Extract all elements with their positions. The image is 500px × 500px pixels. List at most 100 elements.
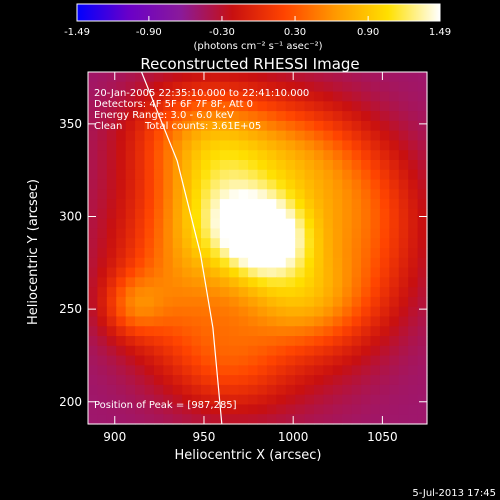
heatmap-cell (266, 91, 277, 102)
heatmap-cell (210, 199, 221, 210)
heatmap-cell (172, 208, 183, 220)
heatmap-cell (361, 306, 372, 318)
heatmap-cell (182, 228, 193, 239)
heatmap-cell (106, 375, 117, 386)
heatmap-cell (351, 130, 362, 142)
heatmap-cell (332, 277, 343, 288)
heatmap-cell (398, 365, 409, 376)
heatmap-cell (351, 355, 362, 366)
heatmap-cell (276, 208, 287, 220)
x-tick-label: 900 (103, 430, 126, 444)
heatmap-cell (172, 120, 183, 132)
heatmap-cell (219, 208, 230, 220)
heatmap-cell (398, 150, 409, 161)
heatmap-cell (163, 414, 174, 425)
heatmap-cell (398, 120, 409, 132)
heatmap-cell (389, 179, 400, 190)
heatmap-cell (323, 228, 334, 239)
heatmap-cell (417, 91, 428, 102)
heatmap-cell (191, 91, 202, 102)
heatmap-cell (417, 111, 428, 122)
heatmap-cell (116, 238, 127, 249)
heatmap-cell (389, 355, 400, 366)
heatmap-cell (370, 120, 381, 132)
heatmap-cell (191, 130, 202, 142)
heatmap-cell (266, 394, 277, 406)
heatmap-cell (116, 160, 127, 171)
heatmap-cell (257, 365, 268, 376)
heatmap-cell (163, 189, 174, 200)
heatmap-cell (172, 384, 183, 396)
heatmap-cell (219, 326, 230, 337)
heatmap-cell (135, 91, 146, 102)
heatmap-cell (116, 130, 127, 142)
plot-frame (87, 71, 428, 425)
heatmap-cell (172, 316, 183, 327)
heatmap-cell (323, 257, 334, 269)
heatmap-cell (332, 72, 343, 83)
heatmap-cell (370, 169, 381, 181)
heatmap-cell (229, 375, 240, 386)
heatmap-cell (201, 238, 212, 249)
heatmap-cell (229, 199, 240, 210)
heatmap-cell (295, 140, 306, 151)
heatmap-cell (342, 218, 353, 230)
heatmap-cell (219, 228, 230, 239)
heatmap-cell (248, 120, 259, 132)
heatmap-cell (332, 111, 343, 122)
heatmap-cell (116, 326, 127, 337)
heatmap-cell (314, 101, 325, 112)
heatmap-cell (351, 120, 362, 132)
heatmap-cell (257, 150, 268, 161)
heatmap-cell (314, 384, 325, 396)
heatmap-cell (398, 179, 409, 190)
heatmap-cell (191, 267, 202, 278)
heatmap-cell (342, 296, 353, 308)
heatmap-cell (389, 345, 400, 357)
heatmap-cell (408, 91, 419, 102)
axis-ticks (88, 72, 427, 424)
heatmap-cell (276, 306, 287, 318)
heatmap-cell (408, 81, 419, 93)
heatmap-cell (389, 169, 400, 181)
heatmap-cell (276, 336, 287, 347)
heatmap-cell (370, 375, 381, 386)
heatmap-cell (248, 160, 259, 171)
heatmap-cell (210, 169, 221, 181)
heatmap-cell (276, 394, 287, 406)
heatmap-cell (285, 287, 296, 298)
heatmap-cell (172, 306, 183, 318)
heatmap-cell (248, 130, 259, 142)
heatmap-cell (370, 384, 381, 396)
heatmap-cell (379, 81, 390, 93)
heatmap-cell (135, 150, 146, 161)
heatmap-cell (398, 199, 409, 210)
heatmap-cell (417, 316, 428, 327)
heatmap-cell (125, 296, 136, 308)
heatmap-cell (191, 414, 202, 425)
y-axis-label: Heliocentric Y (arcsec) (26, 179, 41, 325)
heatmap-cell (191, 81, 202, 93)
heatmap-cell (389, 140, 400, 151)
heatmap-cell (285, 140, 296, 151)
heatmap-cell (323, 101, 334, 112)
heatmap-cell (182, 111, 193, 122)
heatmap-cell (238, 179, 249, 190)
heatmap-cell (210, 72, 221, 83)
heatmap-cell (106, 81, 117, 93)
heatmap-cell (295, 296, 306, 308)
heatmap-cell (285, 72, 296, 83)
heatmap-cell (238, 355, 249, 366)
heatmap-cell (257, 267, 268, 278)
heatmap-cell (116, 111, 127, 122)
heatmap-cell (276, 267, 287, 278)
heatmap-cell (163, 72, 174, 83)
heatmap-cell (153, 306, 164, 318)
heatmap-cell (295, 287, 306, 298)
heatmap-cell (125, 160, 136, 171)
heatmap-cell (248, 326, 259, 337)
heatmap-cell (342, 140, 353, 151)
heatmap-cell (163, 296, 174, 308)
heatmap-cell (295, 189, 306, 200)
